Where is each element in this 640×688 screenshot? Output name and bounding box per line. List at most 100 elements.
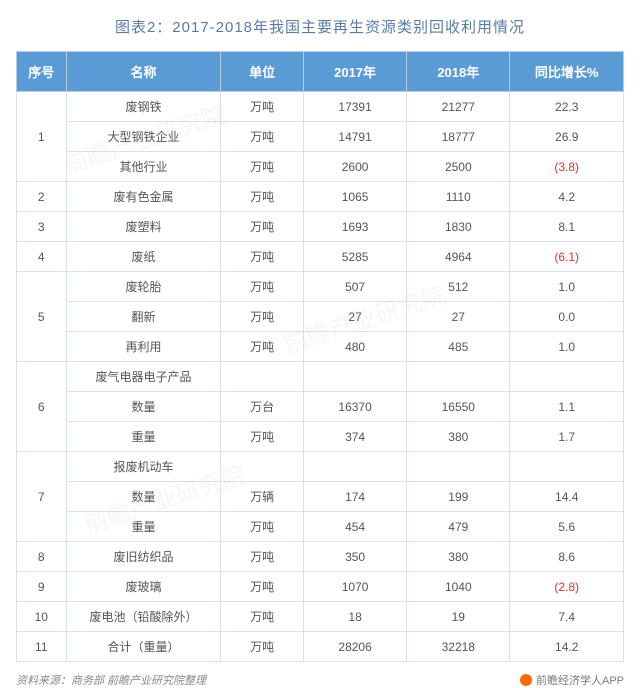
cell-2017: 2600 — [303, 152, 406, 182]
cell-2017: 454 — [303, 512, 406, 542]
cell-2017: 14791 — [303, 122, 406, 152]
cell-growth: 22.3 — [510, 92, 624, 122]
cell-name: 数量 — [66, 392, 221, 422]
cell-2018: 1830 — [407, 212, 510, 242]
table-row: 重量万吨3743801.7 — [17, 422, 624, 452]
cell-growth: 14.4 — [510, 482, 624, 512]
cell-2018: 18777 — [407, 122, 510, 152]
table-row: 5废轮胎万吨5075121.0 — [17, 272, 624, 302]
cell-2017: 374 — [303, 422, 406, 452]
cell-name: 废电池（铅酸除外） — [66, 602, 221, 632]
cell-2017: 1070 — [303, 572, 406, 602]
cell-unit — [221, 362, 304, 392]
cell-unit: 万吨 — [221, 542, 304, 572]
table-header-row: 序号 名称 单位 2017年 2018年 同比增长% — [17, 52, 624, 92]
cell-name: 废有色金属 — [66, 182, 221, 212]
table-row: 3废塑料万吨169318308.1 — [17, 212, 624, 242]
cell-growth: 1.0 — [510, 272, 624, 302]
cell-2018: 485 — [407, 332, 510, 362]
cell-unit: 万吨 — [221, 302, 304, 332]
cell-name: 合计（重量） — [66, 632, 221, 662]
cell-2018 — [407, 362, 510, 392]
col-header-2018: 2018年 — [407, 52, 510, 92]
col-header-seq: 序号 — [17, 52, 67, 92]
cell-2017: 27 — [303, 302, 406, 332]
cell-unit — [221, 452, 304, 482]
cell-2017: 1065 — [303, 182, 406, 212]
cell-seq: 8 — [17, 542, 67, 572]
cell-2018: 479 — [407, 512, 510, 542]
table-row: 2废有色金属万吨106511104.2 — [17, 182, 624, 212]
cell-growth: 4.2 — [510, 182, 624, 212]
table-row: 重量万吨4544795.6 — [17, 512, 624, 542]
cell-name: 废纸 — [66, 242, 221, 272]
chart-title: 图表2：2017-2018年我国主要再生资源类别回收利用情况 — [16, 16, 624, 37]
cell-growth: 0.0 — [510, 302, 624, 332]
cell-2018: 2500 — [407, 152, 510, 182]
cell-2018: 512 — [407, 272, 510, 302]
cell-2018: 16550 — [407, 392, 510, 422]
table-row: 数量万台16370165501.1 — [17, 392, 624, 422]
cell-growth — [510, 362, 624, 392]
cell-growth: 8.1 — [510, 212, 624, 242]
cell-unit: 万吨 — [221, 92, 304, 122]
footer-source: 资料来源：商务部 前瞻产业研究院整理 — [16, 672, 206, 688]
cell-unit: 万吨 — [221, 242, 304, 272]
cell-growth: (6.1) — [510, 242, 624, 272]
cell-seq: 7 — [17, 452, 67, 542]
table-row: 11合计（重量）万吨282063221814.2 — [17, 632, 624, 662]
cell-growth: 26.9 — [510, 122, 624, 152]
table-row: 10废电池（铅酸除外）万吨18197.4 — [17, 602, 624, 632]
cell-growth: 1.7 — [510, 422, 624, 452]
cell-2018: 32218 — [407, 632, 510, 662]
cell-growth: 1.0 — [510, 332, 624, 362]
cell-2017: 174 — [303, 482, 406, 512]
table-row: 8废旧纺织品万吨3503808.6 — [17, 542, 624, 572]
cell-seq: 2 — [17, 182, 67, 212]
cell-2017: 1693 — [303, 212, 406, 242]
cell-2018: 21277 — [407, 92, 510, 122]
cell-2017: 28206 — [303, 632, 406, 662]
cell-unit: 万吨 — [221, 122, 304, 152]
footer-brand: 前瞻经济学人APP — [520, 672, 624, 688]
cell-name: 重量 — [66, 422, 221, 452]
cell-growth: 8.6 — [510, 542, 624, 572]
cell-seq: 4 — [17, 242, 67, 272]
cell-name: 废气电器电子产品 — [66, 362, 221, 392]
table-body: 1废钢铁万吨173912127722.3大型钢铁企业万吨147911877726… — [17, 92, 624, 662]
cell-name: 重量 — [66, 512, 221, 542]
cell-name: 再利用 — [66, 332, 221, 362]
cell-2018: 380 — [407, 422, 510, 452]
table-row: 1废钢铁万吨173912127722.3 — [17, 92, 624, 122]
table-row: 再利用万吨4804851.0 — [17, 332, 624, 362]
data-table: 序号 名称 单位 2017年 2018年 同比增长% 1废钢铁万吨1739121… — [16, 51, 624, 662]
cell-2017 — [303, 362, 406, 392]
cell-seq: 9 — [17, 572, 67, 602]
cell-2017: 507 — [303, 272, 406, 302]
table-row: 9废玻璃万吨10701040(2.8) — [17, 572, 624, 602]
cell-name: 翻新 — [66, 302, 221, 332]
cell-2017: 480 — [303, 332, 406, 362]
cell-2017: 350 — [303, 542, 406, 572]
cell-2018: 199 — [407, 482, 510, 512]
cell-unit: 万吨 — [221, 632, 304, 662]
cell-2018: 380 — [407, 542, 510, 572]
cell-2018: 4964 — [407, 242, 510, 272]
cell-2018: 27 — [407, 302, 510, 332]
col-header-unit: 单位 — [221, 52, 304, 92]
cell-2018: 1040 — [407, 572, 510, 602]
footer: 资料来源：商务部 前瞻产业研究院整理 前瞻经济学人APP — [16, 672, 624, 688]
col-header-name: 名称 — [66, 52, 221, 92]
cell-growth: 14.2 — [510, 632, 624, 662]
cell-name: 其他行业 — [66, 152, 221, 182]
cell-unit: 万吨 — [221, 272, 304, 302]
cell-seq: 11 — [17, 632, 67, 662]
cell-name: 废钢铁 — [66, 92, 221, 122]
cell-seq: 10 — [17, 602, 67, 632]
table-row: 6废气电器电子产品 — [17, 362, 624, 392]
cell-growth: 7.4 — [510, 602, 624, 632]
cell-name: 报废机动车 — [66, 452, 221, 482]
cell-name: 大型钢铁企业 — [66, 122, 221, 152]
cell-2017: 17391 — [303, 92, 406, 122]
table-row: 4废纸万吨52854964(6.1) — [17, 242, 624, 272]
